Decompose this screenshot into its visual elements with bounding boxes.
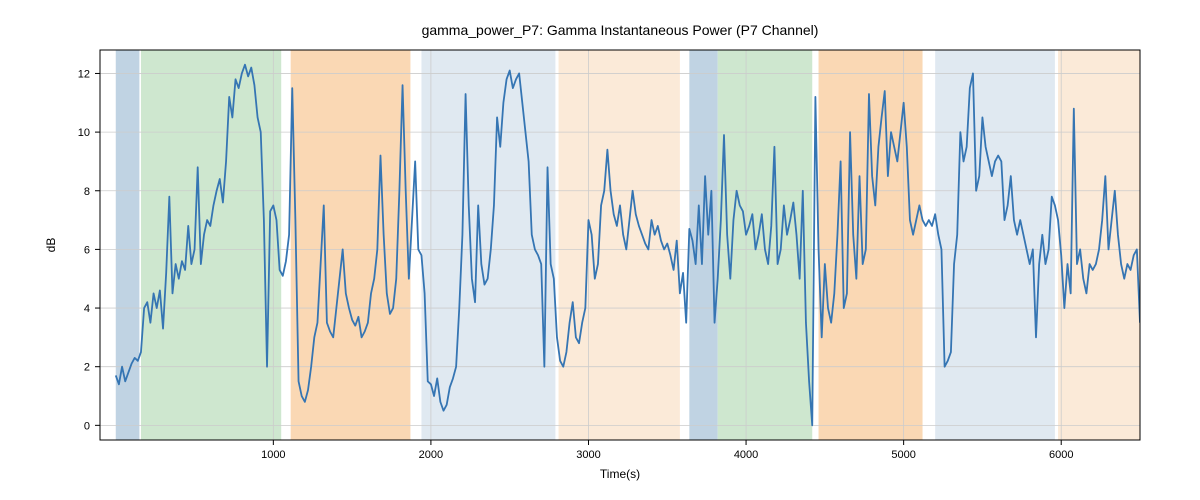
- ytick-label: 0: [84, 420, 90, 432]
- xtick-label: 3000: [576, 449, 600, 461]
- ytick-label: 4: [84, 303, 90, 315]
- ytick-label: 2: [84, 362, 90, 374]
- xtick-label: 2000: [419, 449, 443, 461]
- chart-title: gamma_power_P7: Gamma Instantaneous Powe…: [422, 22, 819, 38]
- ytick-label: 6: [84, 244, 90, 256]
- ytick-label: 8: [84, 186, 90, 198]
- xtick-label: 1000: [261, 449, 285, 461]
- band-3: [421, 50, 555, 440]
- chart-container: 1000 2000 3000 4000 5000 6000 0 2 4 6 8 10 12 Time(s)…: [0, 0, 1200, 500]
- xtick-label: 4000: [734, 449, 758, 461]
- line-chart: 1000 2000 3000 4000 5000 6000 0 2 4 6 8 10 12 Time(s)…: [0, 0, 1200, 500]
- band-8: [935, 50, 1055, 440]
- ytick-label: 10: [78, 127, 90, 139]
- band-1: [141, 50, 281, 440]
- xtick-label: 6000: [1049, 449, 1073, 461]
- xtick-label: 5000: [891, 449, 915, 461]
- y-axis-label: dB: [44, 238, 58, 253]
- ytick-label: 12: [78, 68, 90, 80]
- x-axis-label: Time(s): [600, 467, 640, 481]
- band-7: [819, 50, 923, 440]
